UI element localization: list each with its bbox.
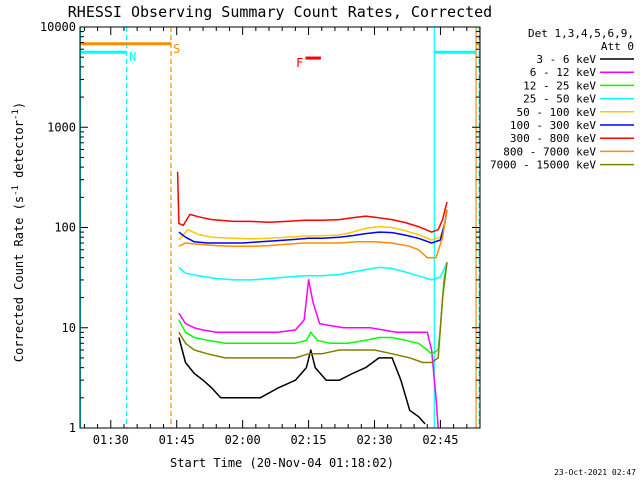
y-tick-label: 10000	[40, 20, 76, 34]
y-axis-label-mid: detector	[12, 120, 26, 185]
x-tick-label: 01:45	[159, 433, 195, 447]
status-bar-label: N	[129, 50, 136, 64]
series-line	[178, 262, 448, 355]
y-axis-label: Corrected Count Rate (s-1 detector-1)	[11, 102, 26, 362]
legend-entry-label: 12 - 25 keV	[523, 79, 596, 92]
legend-entry-label: 7000 - 15000 keV	[490, 159, 596, 172]
legend-header-1: Det 1,3,4,5,6,9,	[528, 27, 634, 40]
legend-entry-label: 800 - 7000 keV	[503, 145, 596, 158]
series-line	[176, 171, 448, 233]
y-axis-label-main: Corrected Count Rate (s	[12, 196, 26, 362]
x-tick-label: 01:30	[93, 433, 129, 447]
y-tick-label: 1	[69, 421, 76, 435]
chart-title: RHESSI Observing Summary Count Rates, Co…	[68, 3, 492, 21]
x-axis-label: Start Time (20-Nov-04 01:18:02)	[170, 456, 394, 470]
legend-entry-label: 3 - 6 keV	[536, 53, 596, 66]
legend-entry-label: 6 - 12 keV	[530, 66, 597, 79]
series-line	[178, 209, 448, 244]
series-line	[178, 337, 426, 425]
y-axis-label-sup2: -1	[11, 109, 21, 120]
y-axis-label-end: )	[12, 102, 26, 109]
x-axis-ticks: 01:30 01:45 02:00 02:15 02:30 02:45	[83, 27, 481, 447]
legend-entry-label: 100 - 300 keV	[510, 119, 596, 132]
y-tick-label: 10	[62, 321, 76, 335]
x-tick-label: 02:00	[225, 433, 261, 447]
x-tick-label: 02:15	[291, 433, 327, 447]
series-line	[178, 209, 448, 259]
series-line	[178, 209, 448, 241]
legend-entry-label: 300 - 800 keV	[510, 132, 596, 145]
x-tick-label: 02:30	[356, 433, 392, 447]
series-line	[178, 261, 448, 281]
legend-entry-label: 25 - 50 keV	[523, 93, 596, 106]
y-tick-label: 100	[54, 221, 76, 235]
series-line	[178, 262, 448, 364]
y-tick-label: 1000	[47, 120, 76, 134]
status-bar-label: S	[173, 42, 180, 56]
y-axis-label-sup1: -1	[11, 185, 21, 196]
status-bar-label: F	[296, 56, 303, 70]
legend-entry-label: 50 - 100 keV	[517, 106, 597, 119]
series-lines	[176, 171, 448, 429]
status-bars: S N F	[80, 42, 480, 70]
x-tick-label: 02:45	[422, 433, 458, 447]
legend-header-2: Att 0	[601, 40, 634, 53]
y-axis-ticks: 1 10 100 1000 10000	[40, 20, 480, 435]
series-line	[178, 279, 439, 429]
generation-timestamp: 23-Oct-2021 02:47	[554, 468, 636, 477]
